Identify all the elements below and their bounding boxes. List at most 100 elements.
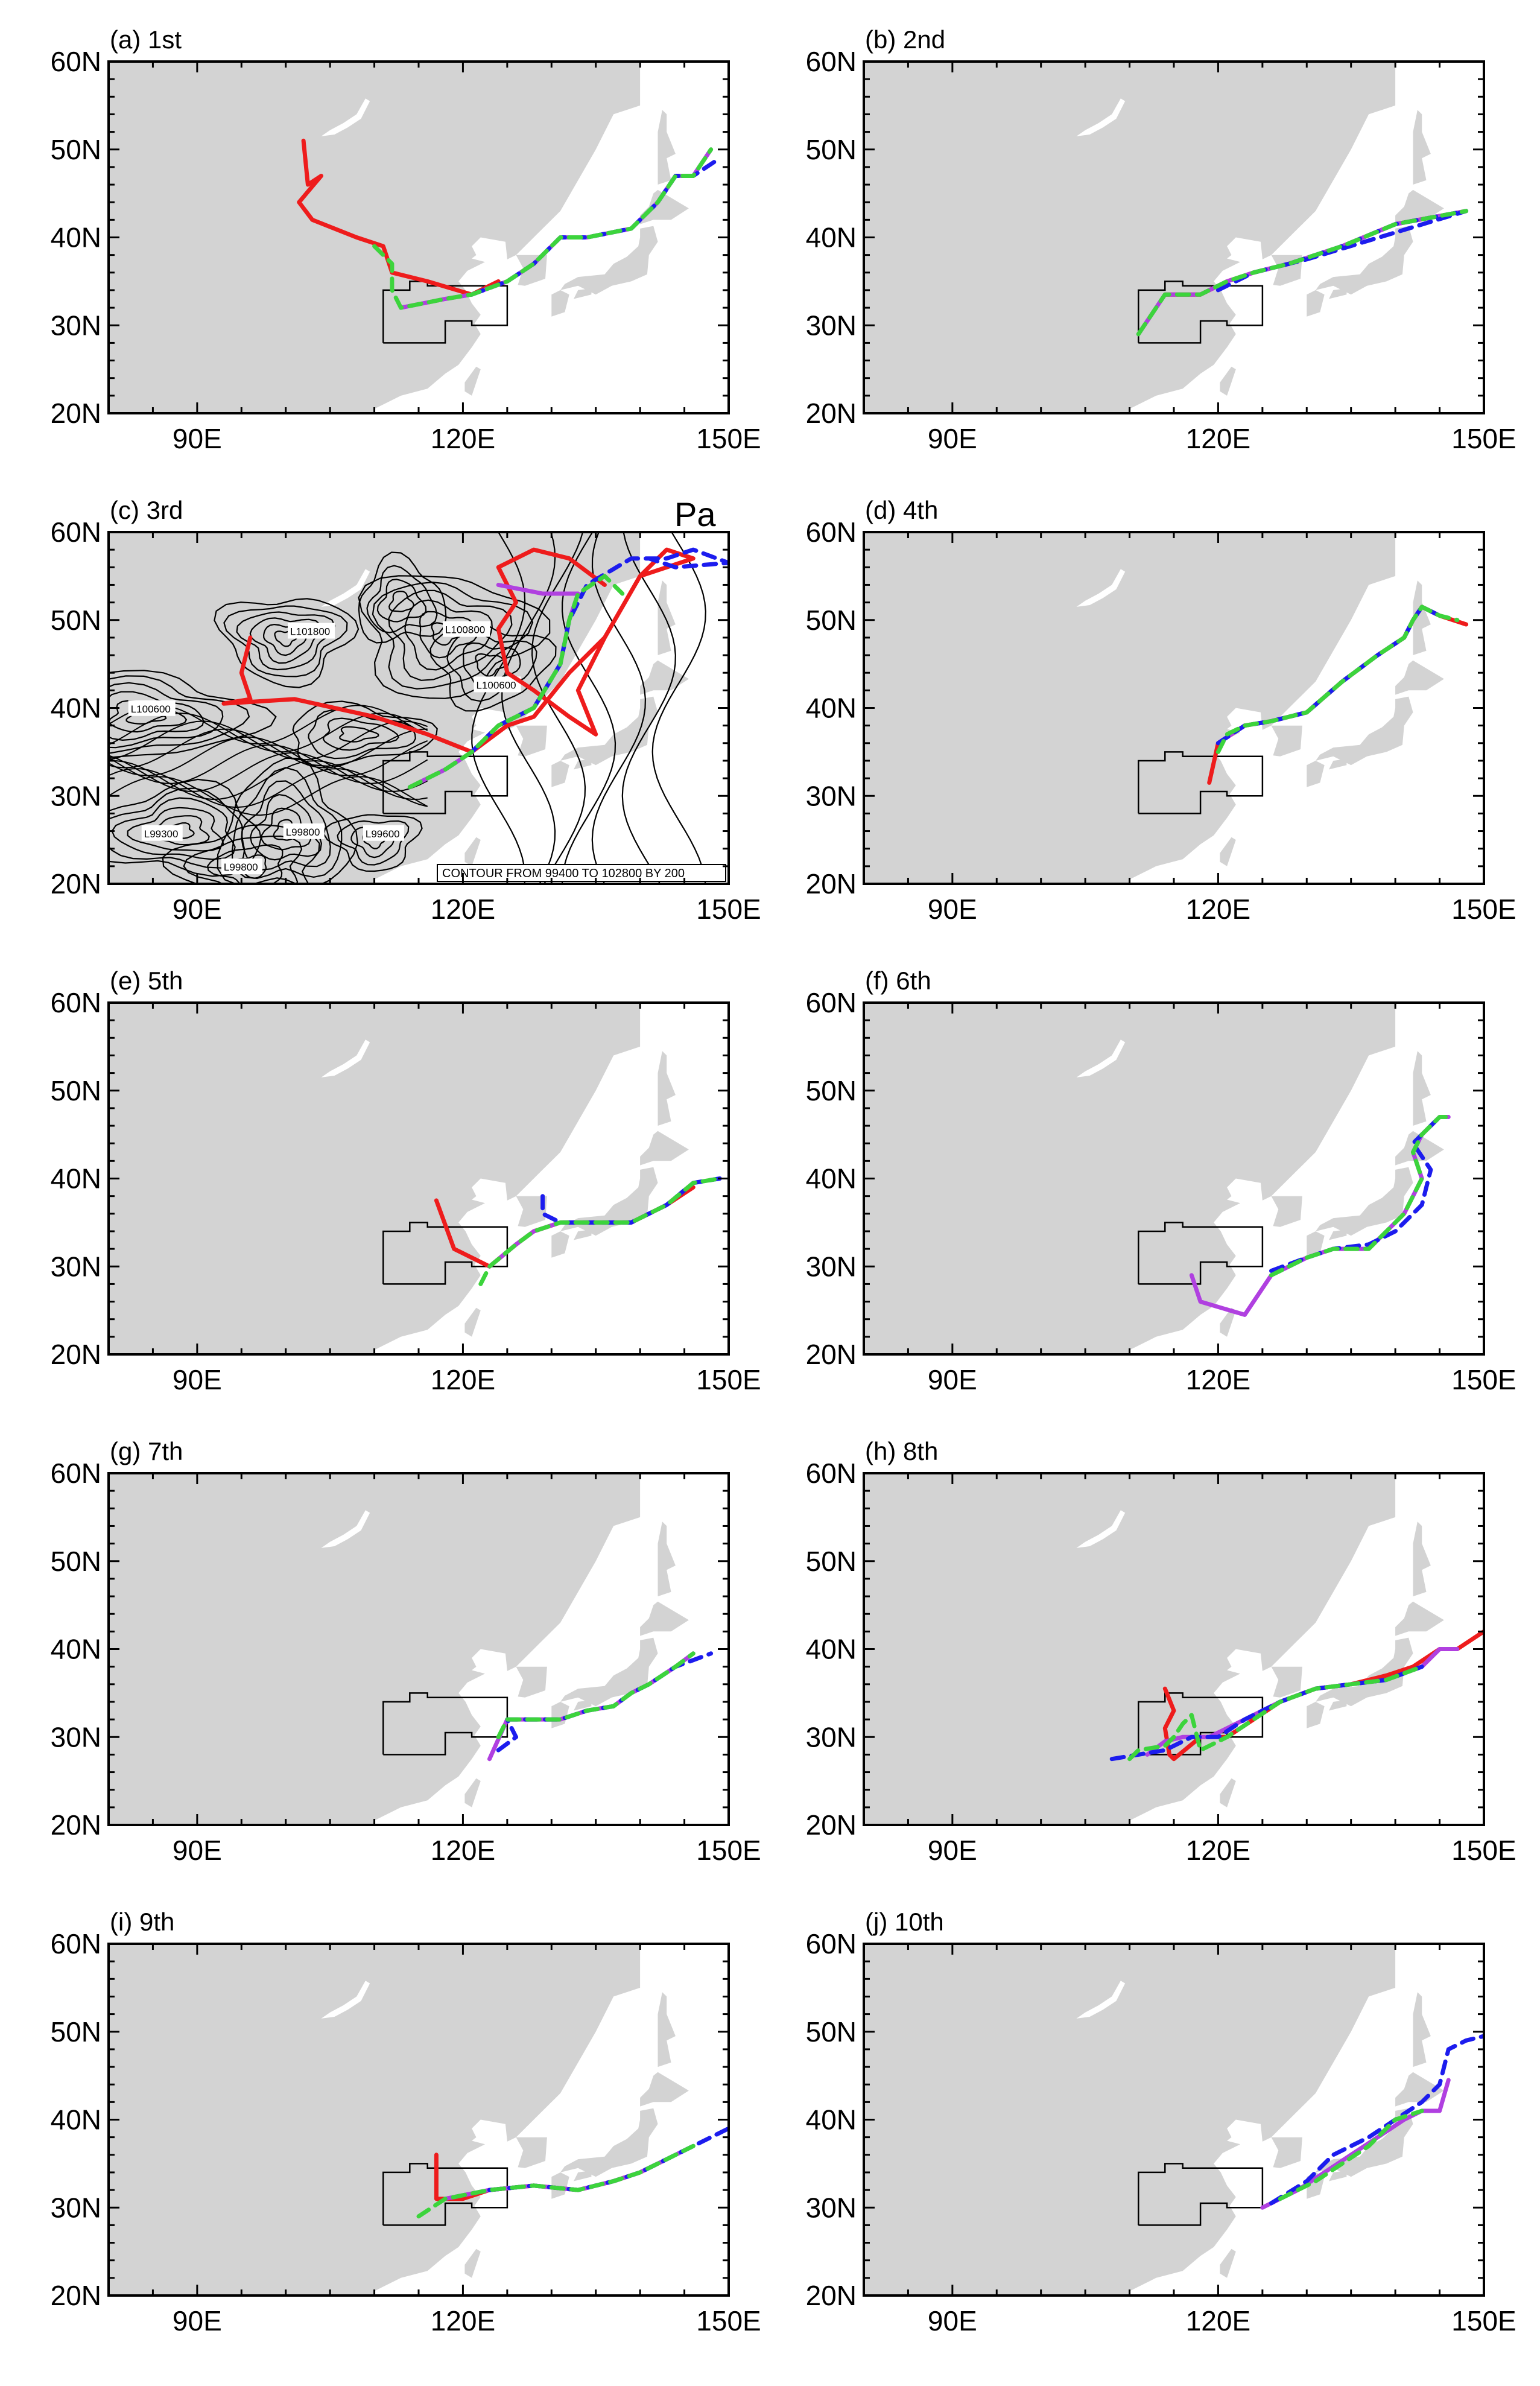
map-panel-8: 60N 50N 40N 30N 20N 90E 120E 150E (h) 8th: [806, 1437, 1516, 1866]
land-shape: [516, 1196, 547, 1227]
contour-line: [183, 835, 303, 884]
lat-tick-label: 50N: [806, 1546, 857, 1577]
lon-tick-label: 150E: [696, 423, 761, 454]
map-panel-2: 60N 50N 40N 30N 20N 90E 120E 150E (b) 2nd: [806, 25, 1516, 454]
land-shape: [864, 62, 1396, 413]
lon-tick-label: 150E: [696, 2305, 761, 2337]
panel-title: (b) 2nd: [865, 25, 945, 54]
contour-line: [388, 589, 513, 681]
lat-tick-label: 50N: [806, 604, 857, 636]
contour-label: L99600: [366, 828, 400, 840]
contour-label: L101800: [290, 626, 330, 638]
land-shape: [574, 759, 592, 770]
lat-tick-label: 30N: [806, 2192, 857, 2223]
lon-tick-label: 90E: [928, 893, 977, 925]
lat-tick-label: 60N: [51, 987, 101, 1018]
land-shape: [516, 1666, 547, 1698]
contour-label: L100800: [445, 624, 485, 636]
lat-tick-label: 20N: [806, 2280, 857, 2311]
lake-baikal-shape: [1076, 569, 1126, 607]
study-region-outline: [382, 1692, 509, 1756]
cyclone-track-red: [297, 138, 501, 297]
land-shape: [1220, 837, 1236, 866]
lat-tick-label: 30N: [51, 1721, 101, 1753]
contour-line: [109, 778, 262, 877]
contour-label: L100600: [131, 703, 171, 715]
panel-title: (c) 3rd: [110, 496, 183, 524]
lat-tick-label: 50N: [51, 1546, 101, 1577]
map-panel-4: 60N 50N 40N 30N 20N 90E 120E 150E (d) 4th: [806, 496, 1516, 925]
contour-info-text: CONTOUR FROM 99400 TO 102800 BY 200: [442, 867, 685, 880]
land-shape: [864, 1003, 1396, 1354]
lat-tick-label: 20N: [806, 1339, 857, 1370]
contour-label-bg: [363, 825, 404, 841]
contour-line: [273, 819, 299, 841]
lon-tick-label: 120E: [1186, 893, 1250, 925]
cyclone-track-green: [1269, 1115, 1451, 1278]
cyclone-track-green: [372, 147, 714, 310]
contour-line: [339, 726, 379, 743]
land-shape: [640, 1131, 689, 1166]
cyclone-track-green: [1278, 2108, 1424, 2201]
panel-title: (d) 4th: [865, 496, 938, 524]
cyclone-track-red: [221, 547, 696, 754]
contour-line: [109, 720, 428, 761]
land-shape: [658, 1521, 676, 1597]
lon-tick-label: 90E: [173, 1364, 222, 1395]
land-shape: [560, 1167, 658, 1236]
lon-tick-label: 120E: [431, 1835, 495, 1866]
lon-tick-label: 120E: [431, 2305, 495, 2337]
map-panel-7: 60N 50N 40N 30N 20N 90E 120E 150E (g) 7th: [51, 1437, 761, 1866]
land-shape: [464, 2248, 481, 2278]
land-shape: [658, 110, 676, 185]
land-shape: [1329, 1229, 1347, 1240]
land-shape: [1329, 1700, 1347, 1711]
lat-tick-label: 40N: [806, 2104, 857, 2136]
land-shape: [640, 1601, 689, 1636]
lat-tick-label: 30N: [806, 1251, 857, 1282]
land-shape: [1271, 1196, 1302, 1227]
contour-line: [501, 532, 556, 884]
map-content: [864, 1003, 1451, 1354]
land-shape: [1413, 1521, 1431, 1597]
land-shape: [1307, 761, 1325, 787]
lon-tick-label: 90E: [928, 1364, 977, 1395]
land-shape: [864, 1473, 1396, 1825]
lat-tick-label: 20N: [806, 868, 857, 900]
lon-tick-label: 150E: [696, 1835, 761, 1866]
lon-tick-label: 120E: [1186, 423, 1250, 454]
contour-line: [109, 670, 277, 758]
lake-baikal-shape: [321, 1981, 370, 2019]
contour-label-bg: [474, 676, 521, 693]
land-shape: [640, 189, 689, 224]
contour-label: L99800: [224, 861, 258, 873]
contour-label-bg: [221, 858, 262, 875]
land-shape: [1316, 1167, 1413, 1236]
land-shape: [1220, 1778, 1236, 1807]
lon-tick-label: 150E: [1451, 893, 1516, 925]
land-shape: [1271, 1666, 1302, 1698]
land-shape: [560, 696, 658, 766]
lat-tick-label: 50N: [51, 1075, 101, 1106]
study-region-outline: [382, 1222, 509, 1285]
contour-line: [223, 605, 348, 677]
axis-ticks: [863, 1001, 1485, 1356]
axis-ticks: [107, 1472, 730, 1826]
lon-tick-label: 150E: [1451, 1364, 1516, 1395]
lon-tick-label: 150E: [1451, 2305, 1516, 2337]
land-shape: [551, 1231, 569, 1258]
contour-line: [249, 793, 323, 861]
cyclone-track-green: [1136, 209, 1469, 337]
study-region-outline: [1138, 1222, 1264, 1285]
lat-tick-label: 60N: [806, 1458, 857, 1489]
land-shape: [574, 2171, 592, 2181]
contour-label-bg: [128, 700, 176, 716]
lat-tick-label: 60N: [806, 1928, 857, 1959]
land-shape: [1395, 1131, 1444, 1166]
lon-tick-label: 150E: [696, 1364, 761, 1395]
lat-tick-label: 40N: [806, 1634, 857, 1665]
panel-title: (g) 7th: [110, 1437, 183, 1465]
contour-line: [337, 820, 410, 866]
land-shape: [864, 1944, 1396, 2296]
lat-tick-label: 60N: [51, 1928, 101, 1959]
